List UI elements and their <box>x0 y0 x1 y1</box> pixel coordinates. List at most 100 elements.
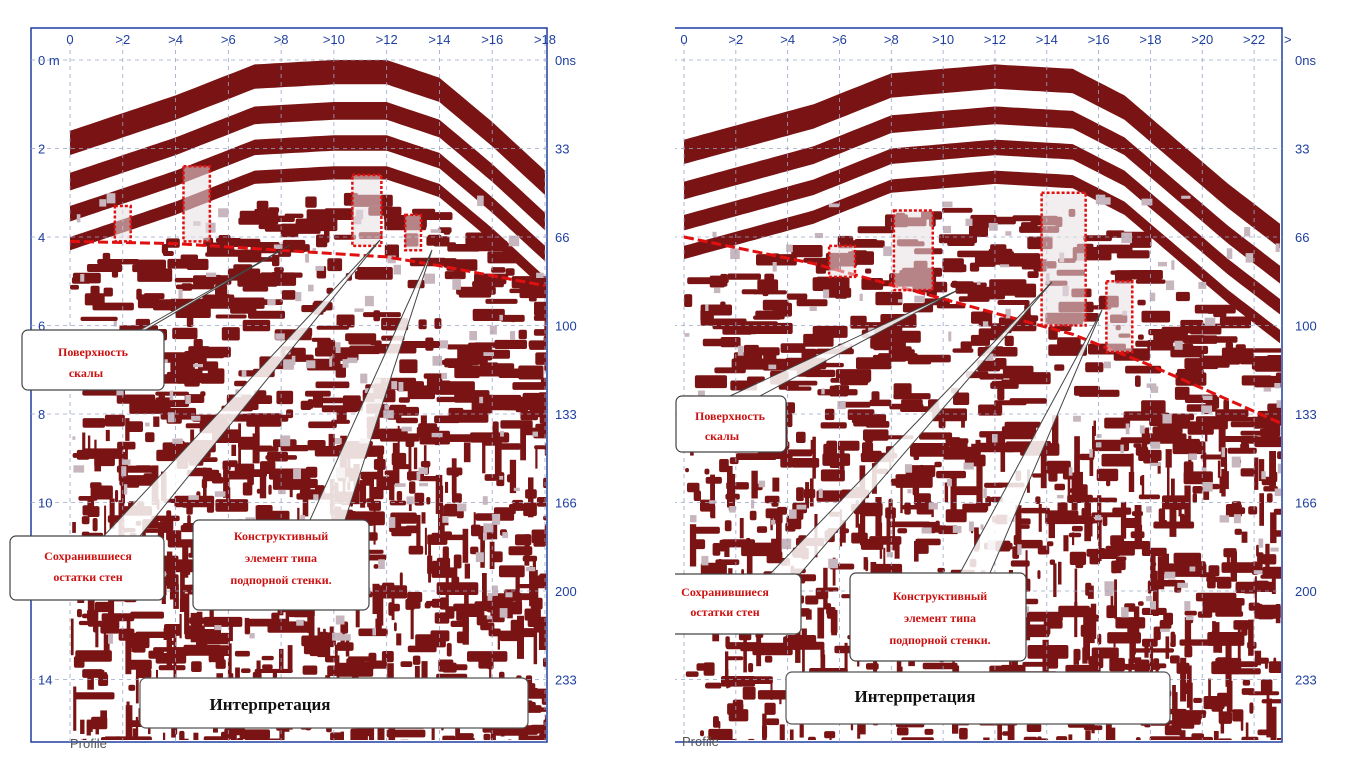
caption-box <box>785 671 1171 725</box>
radar-reflection <box>1010 560 1030 567</box>
radar-speckle <box>525 567 536 572</box>
radar-speckle <box>475 552 484 563</box>
radar-speckle <box>948 331 952 342</box>
radar-reflection <box>1046 541 1054 547</box>
time-tick-label: 66 <box>555 230 569 245</box>
radar-reflection <box>823 443 837 458</box>
radar-speckle <box>477 195 484 207</box>
time-tick-label: 0ns <box>1295 53 1316 68</box>
radar-reflection <box>720 337 741 348</box>
radar-reflection <box>1110 550 1121 557</box>
radar-reflection <box>400 739 409 740</box>
radar-reflection <box>808 736 816 740</box>
radar-reflection <box>258 278 274 287</box>
radar-speckle <box>1104 587 1114 597</box>
surface-reflection-band <box>684 170 1280 344</box>
radar-reflection <box>349 345 380 355</box>
radar-striation <box>496 441 500 471</box>
radar-reflection <box>327 665 338 676</box>
radar-striation <box>820 654 826 673</box>
radar-speckle <box>418 467 428 474</box>
radar-speckle <box>1073 415 1081 422</box>
radar-reflection <box>909 465 936 477</box>
radar-reflection <box>1218 738 1232 740</box>
radar-speckle <box>347 357 358 364</box>
radar-reflection <box>1004 421 1041 428</box>
radar-striation <box>1093 420 1096 436</box>
radargram-panel-left: 0>2>4>6>8>10>12>14>16>180 m24681012140ns… <box>0 0 675 759</box>
radar-speckle <box>387 255 396 264</box>
radar-reflection <box>536 497 546 507</box>
radar-reflection <box>198 361 219 371</box>
radar-reflection <box>994 246 1003 253</box>
callout-label-walls: остатки стен <box>690 605 759 619</box>
radar-reflection <box>1089 497 1118 503</box>
radar-reflection <box>267 451 288 462</box>
radar-reflection <box>1256 544 1259 557</box>
radar-reflection <box>910 443 950 457</box>
radar-striation <box>131 632 138 652</box>
radar-reflection <box>1133 443 1142 448</box>
radar-speckle <box>965 218 973 226</box>
radar-reflection <box>274 267 284 273</box>
radar-speckle <box>280 435 291 447</box>
radar-reflection <box>239 729 270 740</box>
radar-reflection <box>533 329 546 336</box>
radar-striation <box>196 611 203 652</box>
radar-striation <box>743 631 747 673</box>
radar-reflection <box>518 329 527 340</box>
wall-remnant-marker <box>182 164 212 243</box>
callout-label-rock: Поверхность <box>695 409 766 423</box>
radar-reflection <box>249 395 273 404</box>
radar-reflection <box>695 526 720 534</box>
radar-striation <box>329 626 334 648</box>
radar-reflection <box>721 461 726 472</box>
radar-speckle <box>172 438 183 444</box>
radar-reflection <box>408 545 424 555</box>
radar-reflection <box>256 200 269 210</box>
radar-reflection <box>81 516 90 525</box>
radar-striation <box>1089 450 1094 476</box>
radar-reflection <box>1023 736 1038 740</box>
radar-reflection <box>1048 344 1087 356</box>
radar-striation <box>360 486 366 508</box>
radar-striation <box>870 562 877 576</box>
wall-remnant-marker <box>1105 280 1134 354</box>
radar-reflection <box>184 284 215 290</box>
radar-striation <box>182 738 189 740</box>
radar-speckle <box>1104 581 1114 591</box>
radar-speckle <box>457 503 467 512</box>
radar-striation <box>1266 698 1272 738</box>
radar-speckle <box>419 482 429 487</box>
radar-reflection <box>475 368 512 377</box>
radar-reflection <box>1074 385 1100 396</box>
radar-striation <box>464 563 470 579</box>
radar-reflection <box>1266 493 1273 503</box>
radar-reflection <box>974 253 996 267</box>
radar-reflection <box>871 391 880 401</box>
radar-striation <box>1068 734 1073 740</box>
radar-striation <box>182 546 189 578</box>
radar-speckle <box>999 264 1010 268</box>
radar-speckle <box>1274 488 1281 497</box>
radar-striation <box>480 526 485 550</box>
wall-remnant-marker <box>403 213 423 252</box>
radar-striation <box>729 739 737 740</box>
callout-box-rock <box>21 329 165 391</box>
radar-striation <box>717 736 724 740</box>
radar-striation <box>879 522 883 559</box>
radar-striation <box>1074 436 1080 478</box>
radar-striation <box>1111 727 1116 740</box>
radar-reflection <box>412 655 421 665</box>
radar-reflection <box>389 500 407 506</box>
radar-speckle <box>1263 387 1272 392</box>
radar-reflection <box>1028 649 1043 655</box>
radar-striation <box>334 644 338 667</box>
x-tick-label: > <box>1284 32 1292 47</box>
radar-striation <box>462 528 469 563</box>
radar-reflection <box>897 528 908 534</box>
radar-speckle <box>249 633 255 639</box>
radar-speckle <box>214 625 222 631</box>
radar-reflection <box>512 396 527 403</box>
radar-reflection <box>1248 602 1260 611</box>
